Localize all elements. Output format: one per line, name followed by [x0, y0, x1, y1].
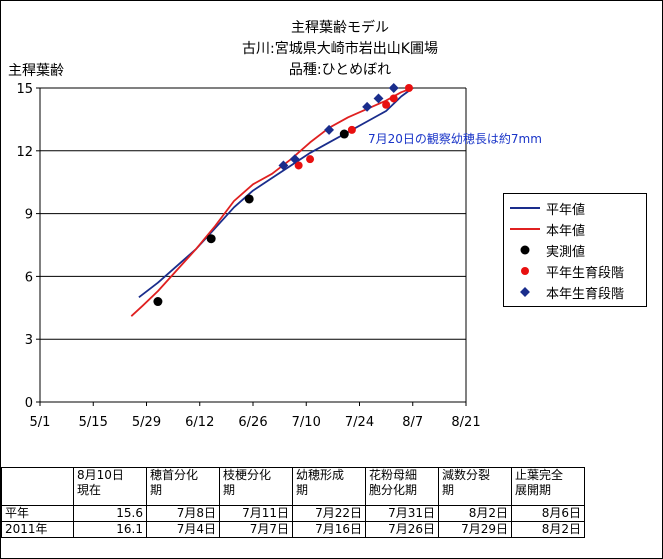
table-row-label: 平年 [1, 505, 74, 522]
chart-legend: 平年値 本年値 実測値 平年生育段階 本年生育段階 [503, 193, 647, 307]
point-heinen-stage [306, 155, 315, 164]
legend-marker-heinen-stage [521, 267, 529, 275]
y-tick-label: 15 [16, 82, 33, 97]
table-row: 2011年 16.1 7月4日 7月7日 7月16日 7月26日 7月29日 8… [1, 521, 585, 538]
table-cell: 8月6日 [511, 505, 585, 522]
table-header-cell: 幼穂形成 期 [292, 467, 366, 506]
table-header-cell: 止葉完全 展開期 [511, 467, 585, 506]
x-tick-label: 5/15 [79, 415, 108, 430]
table-row-label: 2011年 [1, 521, 74, 538]
table-row: 平年 15.6 7月8日 7月11日 7月22日 7月31日 8月2日 8月6日 [1, 505, 585, 522]
table-header-cell: 枝梗分化 期 [219, 467, 293, 506]
series-line-heinen [138, 87, 414, 299]
point-jissoku [339, 129, 349, 139]
table-header-cell [1, 467, 74, 506]
table-cell: 8月2日 [438, 505, 512, 522]
point-honnen-stage [388, 83, 399, 93]
x-tick-label: 6/26 [238, 415, 267, 430]
point-honnen-stage [278, 160, 289, 171]
legend-marker-jissoku [520, 245, 530, 255]
table-cell: 16.1 [73, 521, 147, 538]
y-tick-label: 6 [25, 270, 33, 285]
table-header-cell: 8月10日 現在 [73, 467, 147, 506]
point-heinen-stage [389, 94, 398, 103]
x-tick-label: 5/29 [132, 415, 161, 430]
x-tick-label: 6/12 [185, 415, 214, 430]
legend-label: 平年値 [546, 203, 586, 218]
chart-title-line2: 古川:宮城県大崎市岩出山K圃場 [242, 41, 438, 57]
legend-item-jissoku: 実測値 [508, 240, 644, 260]
table-cell: 7月31日 [365, 505, 439, 522]
point-jissoku [153, 297, 163, 307]
table-cell: 7月22日 [292, 505, 366, 522]
point-heinen-stage [347, 125, 356, 134]
point-jissoku [206, 234, 216, 244]
point-heinen-stage [294, 161, 303, 170]
table-cell: 7月16日 [292, 521, 366, 538]
y-tick-label: 0 [25, 396, 33, 411]
table-cell: 7月29日 [438, 521, 512, 538]
y-tick-label: 12 [16, 145, 33, 160]
x-tick-label: 7/10 [292, 415, 321, 430]
annotation-note: 7月20日の観察幼穂長は約7mm [368, 132, 542, 146]
table-header-cell: 減数分裂 期 [438, 467, 512, 506]
legend-label: 平年生育段階 [546, 266, 625, 281]
x-tick-label: 8/21 [451, 415, 480, 430]
table-cell: 7月8日 [146, 505, 220, 522]
point-heinen-stage [404, 84, 413, 92]
x-tick-label: 5/1 [30, 415, 51, 430]
table-header-row: 8月10日 現在 穂首分化 期 枝梗分化 期 幼穂形成 期 花粉母細 胞分化期 … [1, 467, 585, 506]
y-tick-label: 3 [25, 333, 33, 348]
legend-item-honnen-stage: 本年生育段階 [508, 282, 644, 302]
legend-label: 本年値 [546, 224, 586, 239]
chart-svg: 0 3 6 9 12 15 5/1 5/15 5/29 6/12 6/26 7/10 7/24 8/7 8/… [16, 82, 480, 430]
x-tick-label: 7/24 [345, 415, 374, 430]
y-tick-label: 9 [25, 208, 33, 223]
legend-item-honnen: 本年値 [508, 219, 644, 239]
legend-item-heinen: 平年値 [508, 198, 644, 218]
point-honnen-stage [289, 154, 300, 165]
growth-stage-table: 8月10日 現在 穂首分化 期 枝梗分化 期 幼穂形成 期 花粉母細 胞分化期 … [1, 467, 585, 538]
table-cell: 15.6 [73, 505, 147, 522]
chart-title-line3: 品種:ひとめぼれ [288, 62, 392, 78]
legend-item-heinen-stage: 平年生育段階 [508, 261, 644, 281]
legend-label: 実測値 [546, 245, 586, 260]
y-axis-label: 主稈葉齢 [8, 63, 64, 79]
series-line-honnen [130, 87, 414, 317]
legend-marker-honnen-stage [520, 287, 530, 297]
chart-title-line1: 主稈葉齢モデル [291, 20, 389, 36]
table-cell: 7月4日 [146, 521, 220, 538]
table-cell: 7月11日 [219, 505, 293, 522]
table-cell: 7月26日 [365, 521, 439, 538]
point-heinen-stage [382, 100, 391, 109]
legend-label: 本年生育段階 [546, 287, 625, 302]
table-cell: 7月7日 [219, 521, 293, 538]
table-cell: 8月2日 [511, 521, 585, 538]
point-jissoku [244, 194, 254, 204]
table-header-cell: 花粉母細 胞分化期 [365, 467, 439, 506]
x-tick-label: 8/7 [402, 415, 423, 430]
table-header-cell: 穂首分化 期 [146, 467, 220, 506]
